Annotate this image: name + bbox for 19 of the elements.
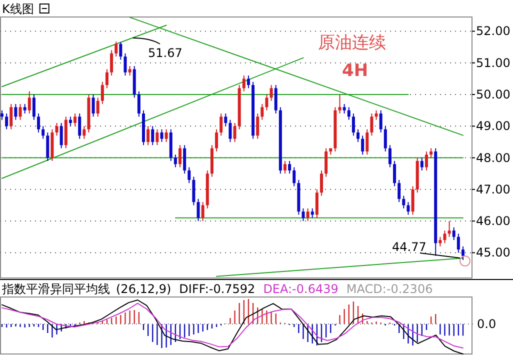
annotation: 4H: [342, 61, 368, 81]
y-tick-label: 52.00: [476, 24, 510, 38]
annotation: 51.67: [148, 46, 182, 60]
annotation: 44.77: [392, 240, 426, 254]
series-label: DIFF:-0.7592: [179, 282, 256, 296]
chart-title: K线图: [2, 2, 34, 16]
y-tick-label: 46.00: [476, 214, 510, 228]
series-label: MACD:-0.2306: [346, 282, 433, 296]
y-tick-label: 49.00: [476, 119, 510, 134]
series-label: DEA:-0.6439: [263, 282, 338, 296]
chart-title: 指数平滑异同平均线: [1, 282, 110, 296]
y-tick-label: 45.00: [476, 246, 510, 260]
ref-line-label: 0.0: [477, 317, 496, 331]
chart-subtitle: (26,12,9): [116, 282, 172, 296]
annotation: 原油连续: [318, 33, 386, 53]
y-tick-label: 51.00: [476, 56, 510, 70]
y-tick-label: 50.00: [476, 88, 510, 102]
y-tick-label: 47.00: [476, 182, 510, 196]
y-tick-label: 48.00: [476, 150, 510, 165]
